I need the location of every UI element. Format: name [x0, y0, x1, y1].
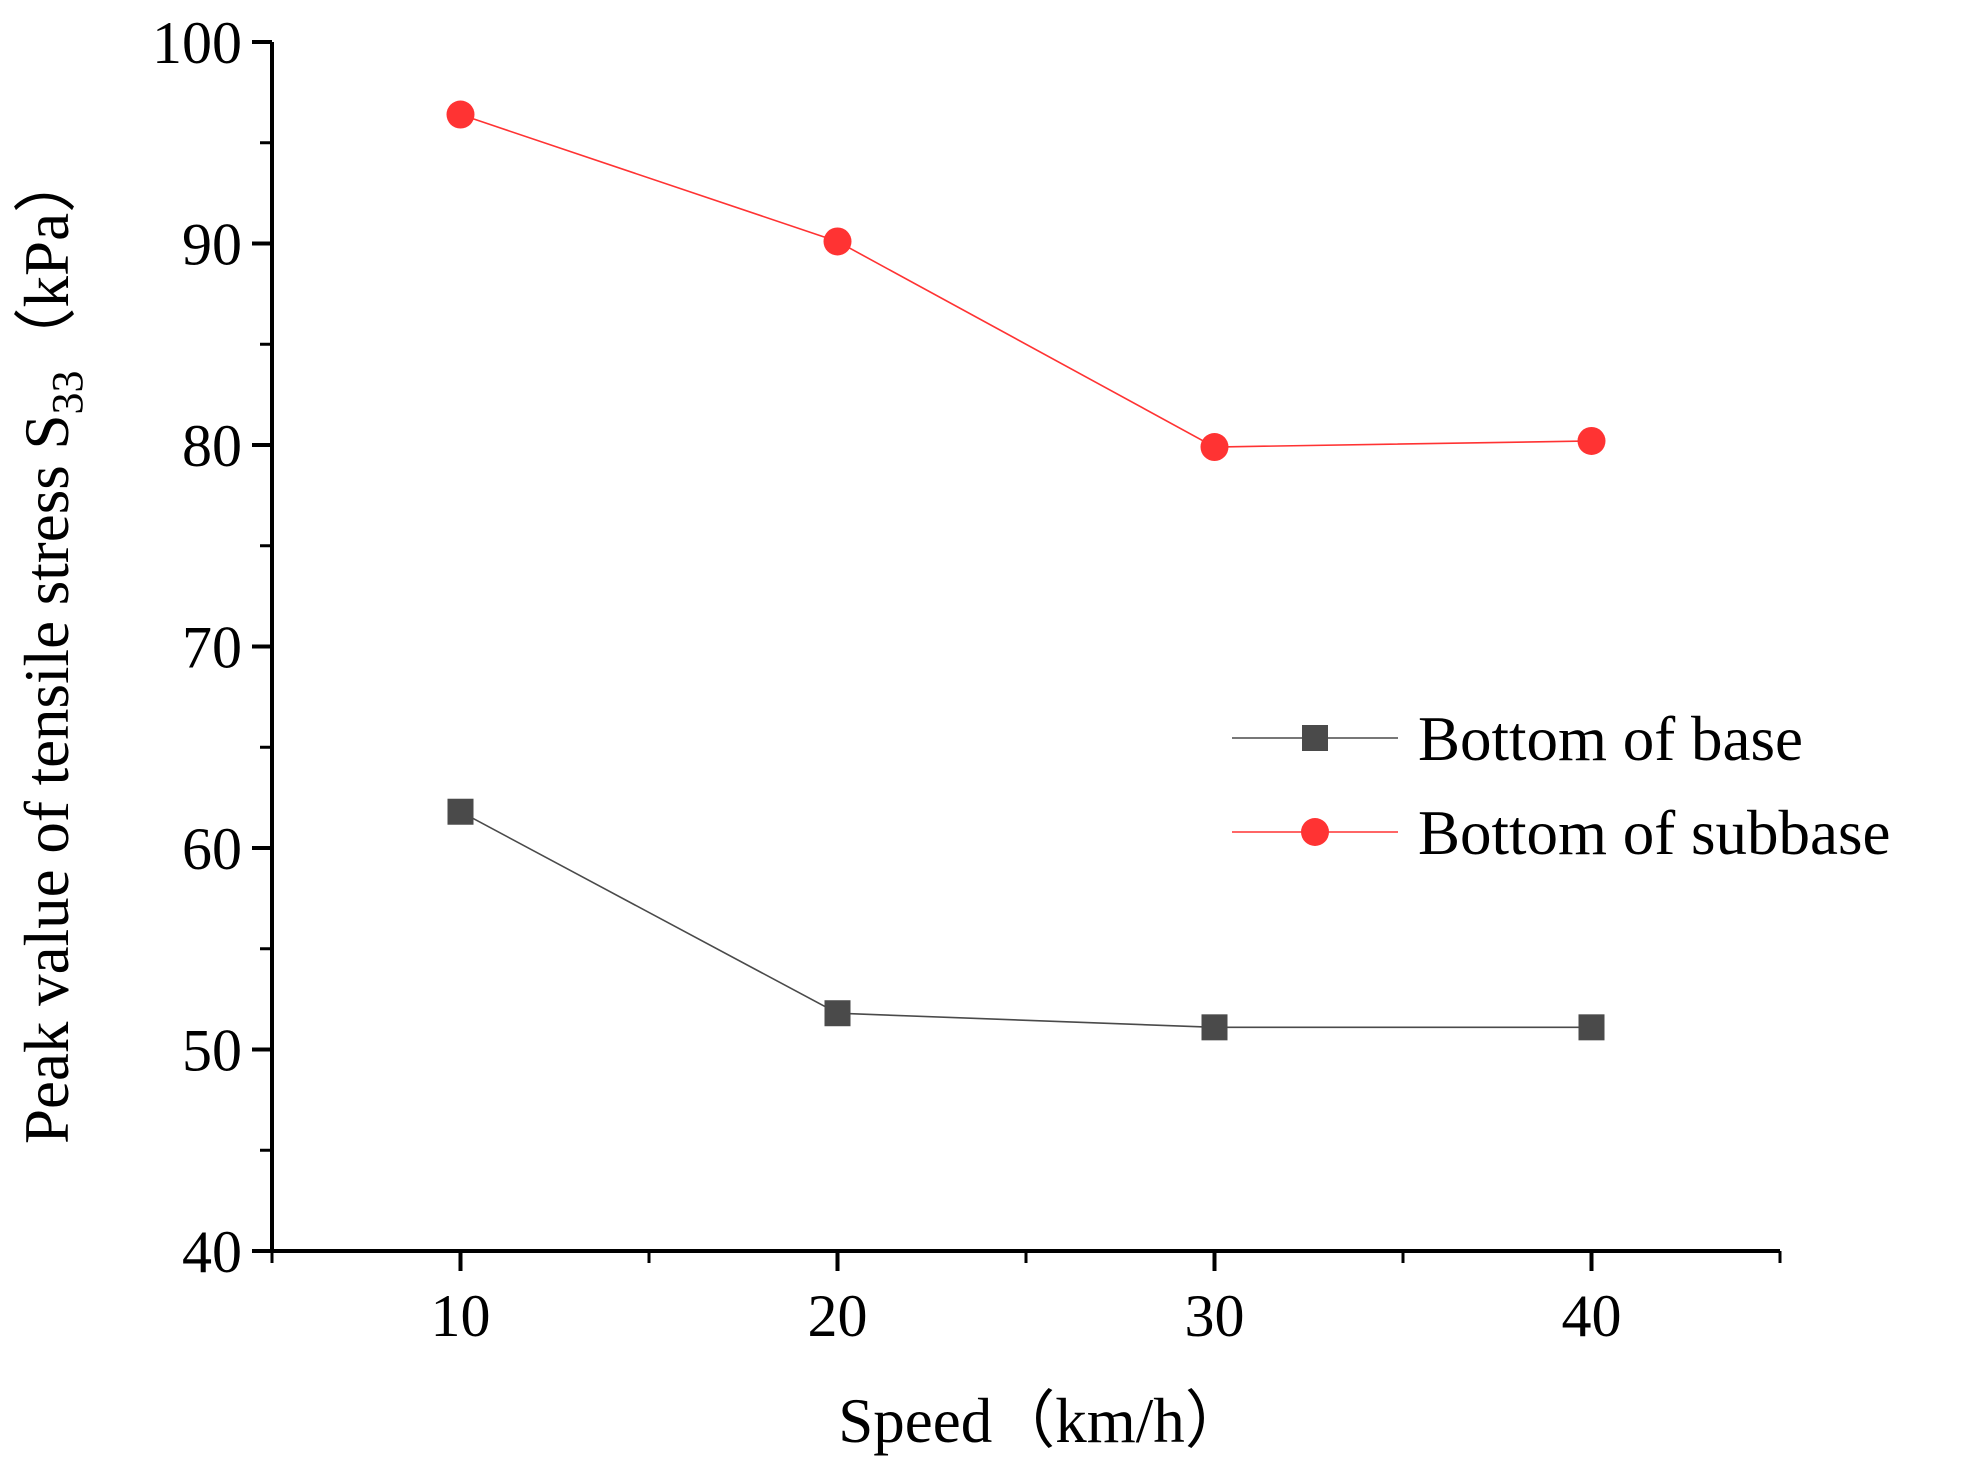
data-point-bottom-of-subbase-40 — [1577, 426, 1606, 455]
x-tick-label-40: 40 — [1562, 1283, 1622, 1349]
y-axis-title-subscript: 33 — [43, 370, 92, 414]
y-axis-title: Peak value of tensile stress S33（kPa） — [12, 150, 92, 1144]
y-tick-label-50: 50 — [182, 1018, 242, 1084]
data-point-bottom-of-subbase-30 — [1200, 433, 1229, 462]
data-point-bottom-of-subbase-10 — [446, 100, 475, 129]
axes-layer — [270, 42, 1780, 1253]
data-point-bottom-of-base-40 — [1578, 1014, 1605, 1041]
x-tick-label-30: 30 — [1185, 1283, 1245, 1349]
ticks-layer — [252, 40, 1782, 1271]
y-axis-title-main: Peak value of tensile stress S — [12, 414, 82, 1144]
x-tick-label-10: 10 — [431, 1283, 491, 1349]
x-axis-title: Speed（km/h） — [838, 1386, 1247, 1456]
y-tick-label-70: 70 — [182, 615, 242, 681]
series-layer — [446, 100, 1606, 1041]
series-line-bottom-of-subbase — [460, 113, 1592, 448]
legend-label-bottom-of-base: Bottom of base — [1418, 704, 1803, 774]
legend-label-bottom-of-subbase: Bottom of subbase — [1418, 798, 1890, 868]
data-point-bottom-of-subbase-20 — [823, 227, 852, 256]
y-tick-label-90: 90 — [182, 212, 242, 278]
labels-layer: 40 50 60 70 80 90 100 10 20 30 40 — [152, 10, 1622, 1349]
legend-marker-bottom-of-subbase — [1301, 818, 1329, 846]
data-point-bottom-of-base-20 — [824, 1000, 851, 1027]
x-tick-label-20: 20 — [808, 1283, 868, 1349]
y-axis-title-unit: （kPa） — [12, 150, 82, 371]
series-line-bottom-of-base — [460, 811, 1592, 1029]
legend-marker-bottom-of-base — [1302, 725, 1328, 751]
data-point-bottom-of-base-30 — [1201, 1014, 1228, 1041]
data-point-bottom-of-base-10 — [447, 798, 474, 825]
y-tick-label-100: 100 — [152, 10, 242, 76]
y-tick-label-40: 40 — [182, 1219, 242, 1285]
legend: Bottom of base Bottom of subbase — [1232, 704, 1890, 868]
y-tick-label-80: 80 — [182, 413, 242, 479]
y-tick-label-60: 60 — [182, 816, 242, 882]
